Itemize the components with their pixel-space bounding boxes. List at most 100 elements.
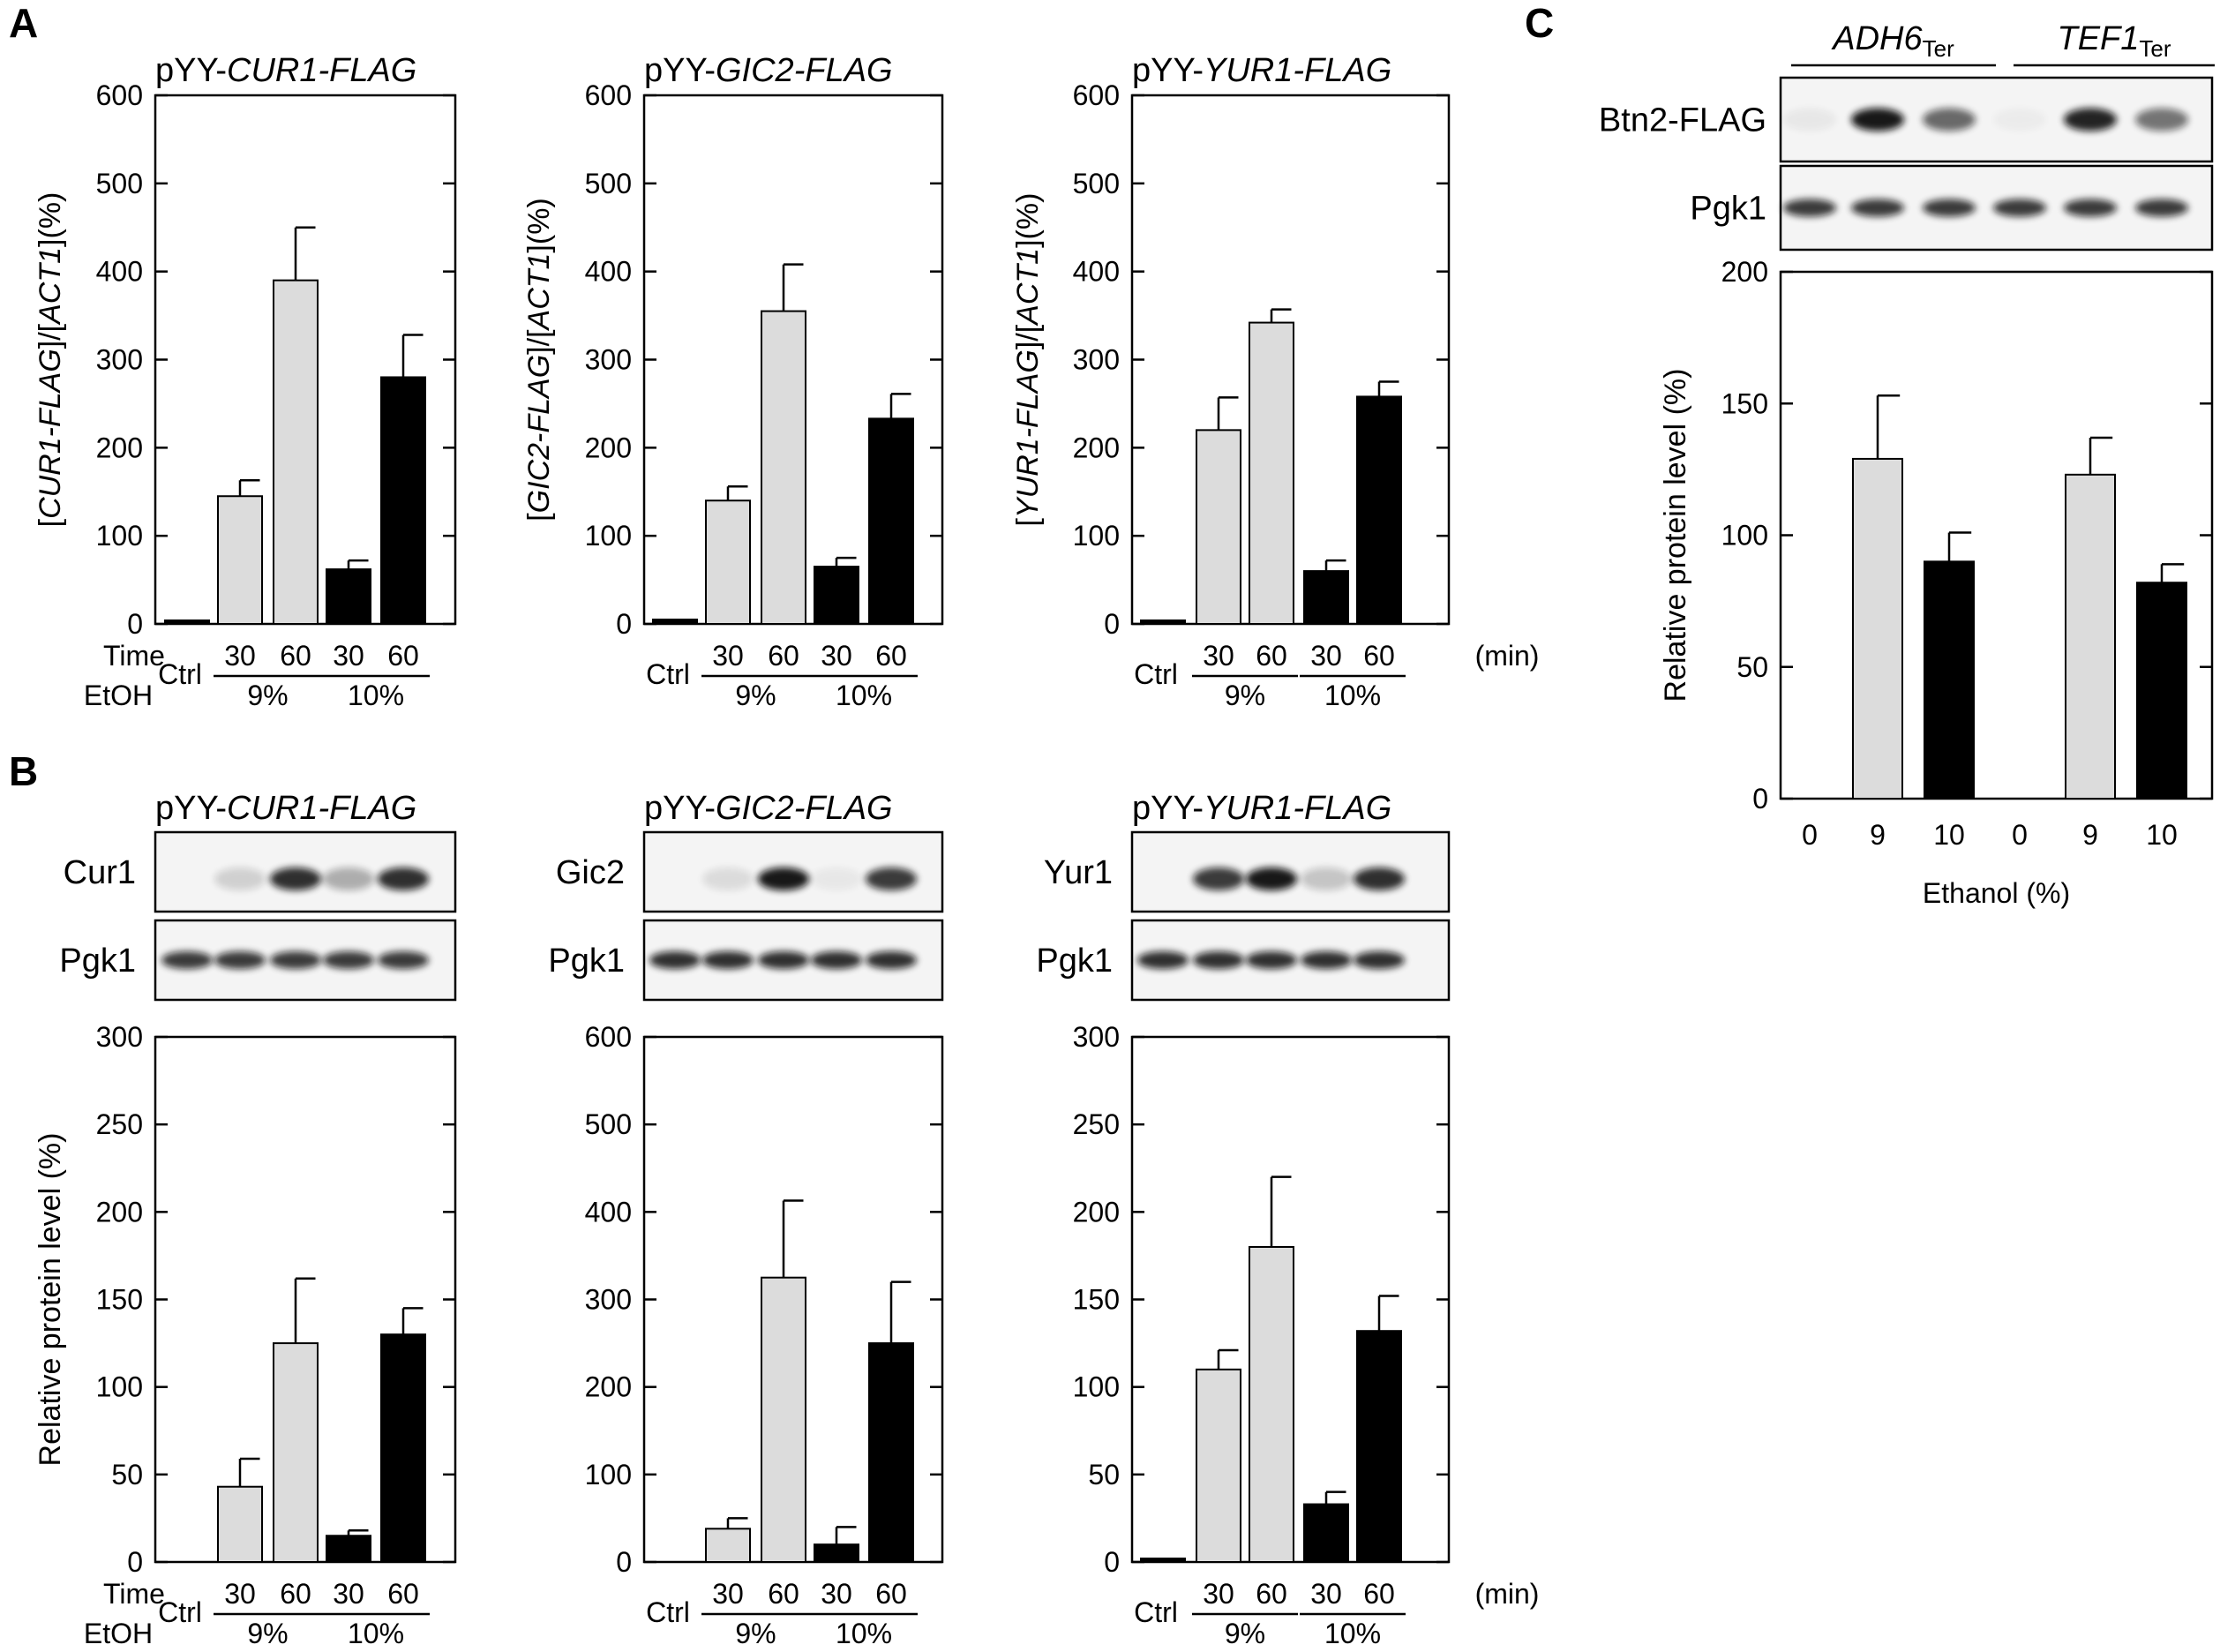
group-label-etoh: 9%	[735, 1618, 776, 1649]
y-tick-label: 200	[585, 1371, 632, 1403]
bar	[1303, 1503, 1349, 1564]
y-tick-label: 250	[1073, 1108, 1120, 1140]
plot-title: pYY-YUR1-FLAG	[1132, 52, 1391, 89]
blot-band	[1246, 867, 1297, 890]
group-label-etoh: 10%	[348, 1618, 404, 1649]
blot-label: Cur1	[64, 854, 136, 891]
y-tick-label: 0	[616, 608, 632, 640]
y-tick-label: 100	[585, 520, 632, 552]
bar	[164, 620, 210, 625]
plot-title: pYY-CUR1-FLAG	[155, 52, 416, 89]
y-tick-label: 150	[96, 1284, 143, 1316]
x-tick-label-time: 30	[712, 640, 744, 672]
blot-band	[2064, 199, 2117, 217]
blot-band	[1301, 951, 1352, 969]
blot-label: Pgk1	[1690, 191, 1766, 228]
bar	[705, 499, 751, 625]
x-tick-label-ctrl: Ctrl	[646, 1596, 690, 1628]
bar	[380, 1333, 426, 1563]
row-label-etoh: EtOH	[84, 1618, 153, 1649]
blot-label: Pgk1	[1036, 942, 1113, 980]
y-tick-label: 300	[96, 1021, 143, 1053]
y-tick-label: 600	[96, 79, 143, 111]
x-tick-label: 0	[1802, 819, 1818, 851]
row-label-time: Time	[103, 640, 165, 672]
group-label-etoh: 10%	[836, 680, 892, 711]
terminator-label: TEF1Ter	[2057, 20, 2171, 62]
bar	[2065, 473, 2116, 800]
chart-b1: pYY-CUR1-FLAG 0 50 100 150 200 250 300 Relative …	[34, 790, 457, 1649]
blot-band	[649, 951, 701, 969]
terminator-label: ADH6Ter	[1831, 20, 1954, 62]
bar	[1196, 429, 1241, 625]
blot-band	[1993, 109, 2046, 131]
x-tick-label-time: 30	[224, 1578, 256, 1610]
group-label-etoh: 10%	[348, 680, 404, 711]
group-label-etoh: 9%	[247, 680, 288, 711]
x-tick-label-time: 30	[1203, 640, 1234, 672]
bar	[326, 1535, 371, 1563]
bar	[1852, 457, 1903, 800]
y-tick-label: 100	[96, 1371, 143, 1403]
blot-band	[323, 951, 374, 969]
group-label-etoh: 10%	[1324, 1618, 1381, 1649]
blot-band	[1354, 951, 1405, 969]
group-label-etoh: 10%	[836, 1618, 892, 1649]
bar	[1249, 1246, 1294, 1563]
chart-a2: pYY-GIC2-FLAG 0 100 200 300 400 500 600 [GIC2-FL…	[522, 52, 944, 711]
blot-band	[1246, 951, 1297, 969]
bar	[814, 566, 859, 626]
bar	[273, 279, 319, 625]
blot-band	[1783, 108, 1836, 131]
x-tick-label-time: 60	[768, 1578, 799, 1610]
chart-b2: pYY-GIC2-FLAG 0 100 200 300 400 500 600 Ctrl 30 60…	[548, 790, 944, 1649]
y-tick-label: 50	[111, 1459, 143, 1491]
blot-band	[702, 867, 754, 890]
bar	[1140, 620, 1186, 625]
blot-band	[1923, 108, 1976, 131]
bar	[705, 1528, 751, 1563]
y-tick-label: 100	[1073, 520, 1120, 552]
group-label-etoh: 9%	[1225, 1618, 1265, 1649]
group-label-etoh: 9%	[247, 1618, 288, 1649]
y-tick-label: 300	[1073, 344, 1120, 376]
y-tick-label: 400	[585, 1196, 632, 1228]
blot-band	[1301, 867, 1352, 890]
x-tick-label-time: 30	[1310, 1578, 1342, 1610]
y-axis-label: Relative protein level (%)	[34, 1133, 67, 1467]
unit-label-min: (min)	[1475, 1578, 1540, 1610]
row-label-time: Time	[103, 1578, 165, 1610]
bar	[1356, 395, 1402, 625]
x-axis-label: Ethanol (%)	[1923, 877, 2070, 909]
x-tick-label-time: 60	[1363, 1578, 1395, 1610]
blot-band	[1923, 199, 1976, 217]
y-tick-label: 300	[585, 1284, 632, 1316]
group-label-etoh: 9%	[735, 680, 776, 711]
blot-band	[1354, 867, 1405, 890]
blot-band	[811, 951, 862, 969]
x-tick-label: 9	[2082, 819, 2098, 851]
x-tick-label-time: 60	[768, 640, 799, 672]
x-tick-label-time: 30	[712, 1578, 744, 1610]
blot-band	[1193, 951, 1244, 969]
chart-a3: pYY-YUR1-FLAG 0 100 200 300 400 500 600 [YUR1-FL…	[1011, 52, 1539, 711]
y-tick-label: 0	[1104, 608, 1120, 640]
y-tick-label: 0	[127, 1546, 143, 1578]
blot-band	[1193, 867, 1244, 890]
western-blot-c: Btn2-FLAG Pgk1	[1599, 76, 2214, 252]
x-tick-label-time: 30	[821, 1578, 852, 1610]
plot-title: pYY-GIC2-FLAG	[644, 790, 893, 827]
blot-band	[1783, 199, 1836, 217]
x-tick-label-time: 60	[875, 1578, 907, 1610]
blot-band	[2064, 108, 2117, 131]
plot-title: pYY-CUR1-FLAG	[155, 790, 416, 827]
x-tick-label-time: 30	[333, 640, 364, 672]
x-tick-label-time: 60	[387, 640, 419, 672]
x-tick-label-time: 60	[1256, 1578, 1287, 1610]
y-tick-label: 400	[585, 256, 632, 288]
y-tick-label: 250	[96, 1108, 143, 1140]
blot-label: Pgk1	[548, 942, 625, 980]
bar	[1924, 560, 1975, 800]
y-tick-label: 200	[96, 432, 143, 463]
